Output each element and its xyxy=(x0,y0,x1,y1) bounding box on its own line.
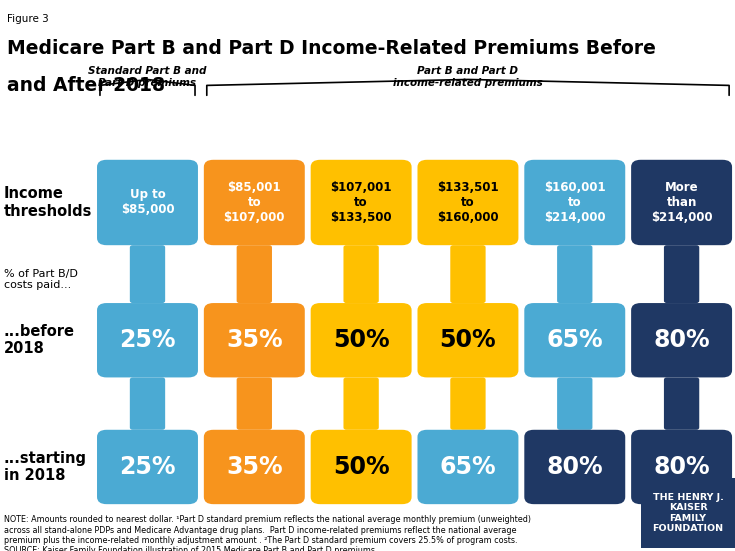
Text: 50%: 50% xyxy=(440,328,496,352)
FancyBboxPatch shape xyxy=(451,377,486,430)
Text: More
than
$214,000: More than $214,000 xyxy=(650,181,712,224)
Text: $107,001
to
$133,500: $107,001 to $133,500 xyxy=(330,181,392,224)
FancyBboxPatch shape xyxy=(343,245,379,303)
FancyBboxPatch shape xyxy=(204,303,305,377)
Text: ...before
2018: ...before 2018 xyxy=(4,324,75,356)
Text: % of Part B/D
costs paid...: % of Part B/D costs paid... xyxy=(4,269,78,290)
FancyBboxPatch shape xyxy=(631,430,732,504)
Text: 35%: 35% xyxy=(226,455,283,479)
Text: $160,001
to
$214,000: $160,001 to $214,000 xyxy=(544,181,606,224)
FancyBboxPatch shape xyxy=(664,377,699,430)
FancyBboxPatch shape xyxy=(130,245,165,303)
Text: $133,501
to
$160,000: $133,501 to $160,000 xyxy=(437,181,499,224)
FancyBboxPatch shape xyxy=(451,245,486,303)
FancyBboxPatch shape xyxy=(631,160,732,245)
FancyBboxPatch shape xyxy=(524,303,625,377)
FancyBboxPatch shape xyxy=(417,160,518,245)
FancyBboxPatch shape xyxy=(311,160,412,245)
Text: $85,001
to
$107,000: $85,001 to $107,000 xyxy=(223,181,285,224)
Text: Figure 3: Figure 3 xyxy=(7,14,49,24)
Text: 25%: 25% xyxy=(119,455,176,479)
Text: Medicare Part B and Part D Income-Related Premiums Before: Medicare Part B and Part D Income-Relate… xyxy=(7,39,656,57)
Text: NOTE: Amounts rounded to nearest dollar. ¹Part D standard premium reflects the n: NOTE: Amounts rounded to nearest dollar.… xyxy=(4,515,531,551)
FancyBboxPatch shape xyxy=(97,430,198,504)
FancyBboxPatch shape xyxy=(130,377,165,430)
FancyBboxPatch shape xyxy=(557,245,592,303)
FancyBboxPatch shape xyxy=(97,303,198,377)
Text: Income
thresholds: Income thresholds xyxy=(4,186,92,219)
FancyBboxPatch shape xyxy=(237,245,272,303)
Text: Standard Part B and
Part D premiums: Standard Part B and Part D premiums xyxy=(88,66,207,88)
Text: 80%: 80% xyxy=(653,455,710,479)
Text: Part B and Part D
income-related premiums: Part B and Part D income-related premium… xyxy=(393,66,543,88)
Text: 65%: 65% xyxy=(440,455,496,479)
FancyBboxPatch shape xyxy=(664,245,699,303)
Text: 65%: 65% xyxy=(546,328,603,352)
FancyBboxPatch shape xyxy=(631,303,732,377)
FancyBboxPatch shape xyxy=(343,377,379,430)
FancyBboxPatch shape xyxy=(97,160,198,245)
FancyBboxPatch shape xyxy=(557,377,592,430)
Text: THE HENRY J.
KAISER
FAMILY
FOUNDATION: THE HENRY J. KAISER FAMILY FOUNDATION xyxy=(653,493,723,533)
Text: 25%: 25% xyxy=(119,328,176,352)
Text: 80%: 80% xyxy=(546,455,603,479)
FancyBboxPatch shape xyxy=(524,430,625,504)
Text: and After 2018: and After 2018 xyxy=(7,76,165,95)
FancyBboxPatch shape xyxy=(311,430,412,504)
Text: ...starting
in 2018: ...starting in 2018 xyxy=(4,451,87,483)
FancyBboxPatch shape xyxy=(417,430,518,504)
Text: 50%: 50% xyxy=(333,455,390,479)
Text: 50%: 50% xyxy=(333,328,390,352)
FancyBboxPatch shape xyxy=(204,430,305,504)
FancyBboxPatch shape xyxy=(641,478,735,548)
Text: Up to
$85,000: Up to $85,000 xyxy=(121,188,174,217)
Text: 80%: 80% xyxy=(653,328,710,352)
Text: 35%: 35% xyxy=(226,328,283,352)
FancyBboxPatch shape xyxy=(417,303,518,377)
FancyBboxPatch shape xyxy=(311,303,412,377)
FancyBboxPatch shape xyxy=(524,160,625,245)
FancyBboxPatch shape xyxy=(204,160,305,245)
FancyBboxPatch shape xyxy=(237,377,272,430)
